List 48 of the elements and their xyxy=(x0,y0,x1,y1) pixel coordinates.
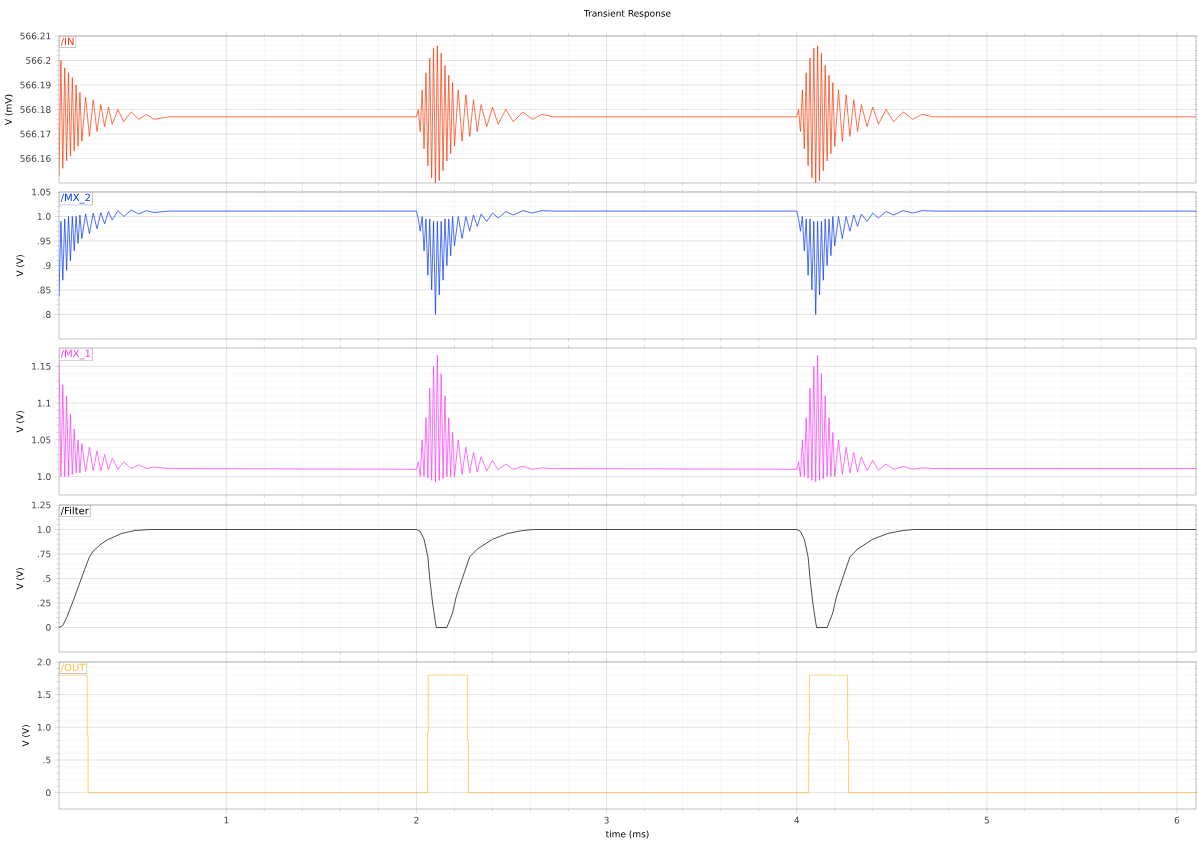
y-tick-label: 566.19 xyxy=(20,81,51,89)
y-tick-label: 566.2 xyxy=(26,57,51,64)
series-label: /OUT xyxy=(60,663,86,673)
y-tick-label: .85 xyxy=(37,286,51,294)
y-tick-label: .5 xyxy=(43,575,51,582)
chart-title: Transient Response xyxy=(583,9,671,19)
x-tick-label: 3 xyxy=(604,816,609,824)
y-tick-label: 0 xyxy=(46,789,51,797)
y-tick-label: 1.0 xyxy=(37,723,51,731)
series-label: /IN xyxy=(60,37,74,46)
y-tick-label: 566.18 xyxy=(20,106,51,113)
series-label: /MX_1 xyxy=(60,349,90,360)
y-axis-title: V (V) xyxy=(16,568,25,590)
line-series xyxy=(59,45,1196,183)
y-tick-label: 1.0 xyxy=(37,526,51,533)
y-tick-label: 1.1 xyxy=(37,399,51,407)
y-tick-label: .5 xyxy=(43,756,51,764)
y-tick-label: .25 xyxy=(37,599,51,607)
y-tick-label: 0 xyxy=(46,624,51,631)
y-tick-label: 1.5 xyxy=(37,691,51,699)
y-axis-title: V (mV) xyxy=(4,94,13,125)
y-tick-label: 2.0 xyxy=(37,658,51,666)
y-tick-label: 566.21 xyxy=(20,32,51,40)
x-tick-label: 6 xyxy=(1174,816,1180,824)
x-tick-label: 2 xyxy=(414,816,419,824)
y-axis-title: V (V) xyxy=(16,255,25,277)
y-tick-label: 1.15 xyxy=(32,363,51,370)
y-tick-label: .95 xyxy=(37,237,51,245)
x-tick-label: 5 xyxy=(984,816,989,824)
text: /Filter xyxy=(60,506,89,516)
y-tick-label: 1.05 xyxy=(32,188,51,196)
y-tick-label: 1.0 xyxy=(37,213,51,220)
y-tick-label: .8 xyxy=(43,311,51,318)
x-axis-title: time (ms) xyxy=(605,830,649,839)
y-tick-label: .75 xyxy=(37,550,51,558)
y-tick-label: 566.16 xyxy=(20,155,51,162)
y-tick-label: 1.25 xyxy=(32,501,51,509)
y-tick-label: .9 xyxy=(43,262,51,269)
x-tick-label: 1 xyxy=(224,816,229,824)
y-axis-title: V (V) xyxy=(22,725,31,747)
line-series xyxy=(59,209,1196,315)
y-tick-label: 1.0 xyxy=(37,473,51,481)
y-tick-label: 566.17 xyxy=(20,130,51,138)
x-tick-label: 4 xyxy=(794,816,800,824)
series-label: /MX_2 xyxy=(60,193,90,204)
line-series xyxy=(59,529,1196,628)
y-axis-title: V (V) xyxy=(16,411,25,433)
y-tick-label: 1.05 xyxy=(32,436,51,444)
